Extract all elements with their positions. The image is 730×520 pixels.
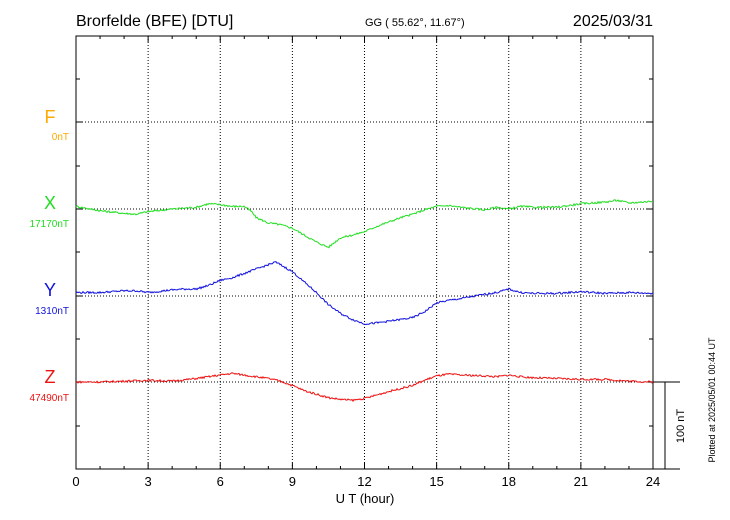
baseline-label-y: 1310nT [35, 306, 69, 317]
x-tick-label: 3 [145, 474, 152, 489]
baseline-label-z: 47490nT [30, 393, 69, 404]
series-label-y: Y [44, 280, 56, 300]
x-tick-label: 6 [217, 474, 224, 489]
baseline-label-x: 17170nT [30, 219, 69, 230]
scale-bar [653, 381, 680, 470]
date-label: 2025/03/31 [573, 13, 653, 30]
grid-layer [76, 36, 653, 469]
series-label-f: F [45, 107, 56, 127]
baseline-label-f: 0nT [52, 132, 69, 143]
x-tick-label: 9 [289, 474, 296, 489]
x-tick-label: 12 [357, 474, 371, 489]
x-tick-label: 18 [502, 474, 516, 489]
scale-bar-label: 100 nT [675, 409, 687, 444]
x-axis-label: U T (hour) [336, 491, 395, 506]
series-label-x: X [44, 193, 56, 213]
series-layer [75, 199, 654, 403]
x-tick-label: 21 [574, 474, 588, 489]
series-line-y [75, 261, 654, 326]
series-line-z [75, 372, 654, 403]
x-tick-label: 24 [646, 474, 660, 489]
x-tick-label: 15 [429, 474, 443, 489]
series-label-z: Z [45, 367, 56, 387]
station-title: Brorfelde (BFE) [DTU] [76, 13, 233, 30]
coordinates-label: GG ( 55.62°, 11.67°) [365, 17, 465, 29]
plotted-timestamp: Plotted at 2025/05/01 00:44 UT [707, 337, 717, 463]
x-tick-label: 0 [72, 474, 79, 489]
x-axis-ticks: 0 3 6 9 12 15 18 21 24 [72, 36, 660, 489]
series-line-x [75, 199, 654, 249]
